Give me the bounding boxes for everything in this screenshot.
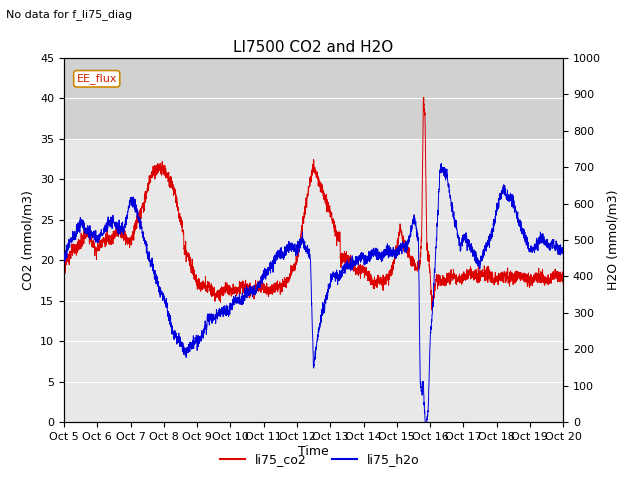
Text: EE_flux: EE_flux — [77, 73, 117, 84]
Bar — [64, 58, 563, 139]
Y-axis label: H2O (mmol/m3): H2O (mmol/m3) — [607, 190, 620, 290]
Title: LI7500 CO2 and H2O: LI7500 CO2 and H2O — [234, 40, 394, 55]
Legend: li75_co2, li75_h2o: li75_co2, li75_h2o — [215, 448, 425, 471]
Y-axis label: CO2 (mmol/m3): CO2 (mmol/m3) — [22, 190, 35, 290]
Text: No data for f_li75_diag: No data for f_li75_diag — [6, 9, 132, 20]
X-axis label: Time: Time — [298, 445, 329, 458]
